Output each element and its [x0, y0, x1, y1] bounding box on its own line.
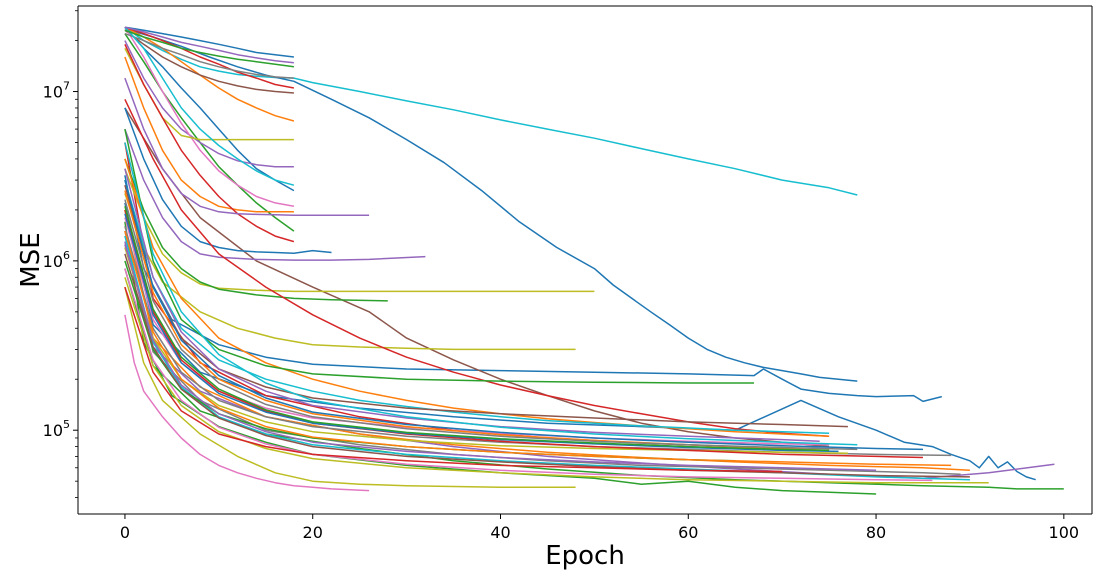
series-line-51 [124, 268, 933, 482]
x-tick-label: 60 [678, 523, 698, 542]
series-line-52 [124, 199, 858, 451]
y-tick-label: 105 [43, 418, 70, 440]
series-line-56 [124, 206, 830, 452]
y-tick-label: 107 [43, 80, 70, 102]
series-line-34 [124, 193, 576, 351]
series-line-20 [124, 26, 295, 208]
y-axis-title: MSE [16, 232, 46, 287]
axes-layer [77, 5, 1093, 515]
series-line-1 [124, 26, 858, 196]
series-line-50 [124, 277, 989, 484]
series-line-28 [124, 26, 294, 64]
x-axis-title: Epoch [545, 541, 625, 571]
series-line-38 [124, 128, 754, 384]
series-line-17 [124, 26, 295, 89]
series-line-2 [124, 27, 858, 382]
x-tick-label: 100 [1049, 523, 1080, 542]
series-line-19 [124, 29, 294, 94]
x-axis-ticks: 0 20 40 60 80 100 [120, 514, 1079, 542]
series-line-9 [124, 286, 576, 489]
series-line-32 [124, 168, 595, 293]
series-line-25 [124, 56, 294, 213]
series-line-36 [124, 158, 830, 438]
x-tick-label: 20 [303, 523, 323, 542]
series-line-22 [124, 47, 294, 141]
series-line-18 [124, 40, 294, 168]
series-line-43 [124, 209, 924, 459]
series-line-58 [124, 179, 924, 451]
series-line-15 [124, 26, 295, 122]
series-line-49 [124, 253, 970, 478]
series-line-26 [124, 29, 295, 68]
series-line-16 [124, 33, 295, 232]
series-line-3 [124, 175, 942, 403]
series-line-33 [124, 158, 388, 302]
series-line-48 [124, 213, 839, 453]
series-line-8 [124, 314, 370, 492]
series-line-55 [124, 230, 952, 467]
series-line-30 [124, 107, 332, 254]
series-line-24 [124, 26, 294, 58]
series-line-27 [124, 43, 295, 243]
series-line-57 [124, 244, 877, 472]
series-line-47 [124, 168, 820, 443]
series-line-21 [124, 32, 294, 79]
series-line-29 [124, 77, 370, 216]
series-line-31 [124, 128, 426, 261]
series-line-37 [124, 179, 830, 434]
series-line-6 [124, 268, 1064, 490]
x-tick-label: 80 [866, 523, 886, 542]
y-axis-ticks: 105 106 107 [43, 10, 78, 498]
series-layer [124, 26, 1064, 495]
series-line-39 [124, 184, 848, 428]
series-line-14 [124, 26, 295, 192]
series-line-13 [124, 107, 830, 448]
series-line-4 [124, 202, 1036, 481]
series-line-10 [124, 209, 970, 472]
series-line-23 [124, 26, 295, 186]
series-line-54 [124, 142, 858, 446]
x-tick-label: 40 [490, 523, 510, 542]
series-line-40 [124, 226, 952, 457]
x-tick-label: 0 [120, 523, 130, 542]
series-line-35 [124, 98, 830, 438]
y-tick-label: 106 [43, 249, 70, 271]
series-line-53 [124, 286, 783, 473]
